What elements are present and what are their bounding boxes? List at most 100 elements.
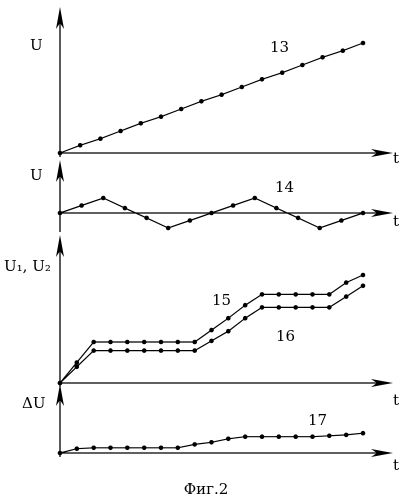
curve-point	[58, 451, 63, 456]
curve-point	[91, 348, 96, 353]
curve-point	[142, 446, 147, 451]
curve-point	[176, 340, 181, 345]
curve-point	[317, 226, 322, 231]
x-axis-label: t	[393, 212, 399, 230]
curve-point	[75, 360, 80, 365]
curve-point	[192, 348, 197, 353]
curve-point	[320, 55, 325, 60]
curve-point	[361, 284, 366, 289]
curve-point	[243, 303, 248, 308]
curve-point	[176, 446, 181, 451]
curve-point	[108, 446, 113, 451]
curve-point	[253, 196, 258, 201]
curve-point	[243, 316, 248, 321]
curve-line	[60, 43, 363, 153]
curve-point	[260, 434, 265, 439]
curve-point	[361, 273, 366, 278]
panel-2: Ut 14	[30, 160, 399, 232]
y-axis-label: ΔU	[22, 394, 45, 412]
curve-point	[344, 280, 349, 285]
curve-point	[361, 431, 366, 436]
curve-point	[209, 339, 214, 344]
curve-point	[192, 340, 197, 345]
x-axis-label: t	[393, 456, 399, 474]
curve-label-16: 16	[276, 327, 295, 345]
curve-point	[58, 211, 63, 216]
curve-point	[219, 92, 224, 97]
curve-point	[199, 99, 204, 104]
curve-point	[240, 85, 245, 90]
curve-point	[280, 70, 285, 75]
curve-point	[159, 114, 164, 119]
curve-point	[75, 446, 80, 451]
curve-point	[293, 292, 298, 297]
curve-point	[159, 446, 164, 451]
curve-point	[142, 348, 147, 353]
curve-point	[188, 218, 193, 223]
curve-point	[125, 446, 130, 451]
curve-point	[166, 226, 171, 231]
x-axis-label: t	[393, 391, 399, 409]
curve-point	[209, 328, 214, 333]
curve-point	[209, 440, 214, 445]
curve-point	[179, 107, 184, 112]
curve-point	[277, 305, 282, 310]
curve-13: 13	[58, 38, 366, 155]
curve-point	[139, 121, 144, 126]
curve-point	[176, 348, 181, 353]
curve-point	[260, 292, 265, 297]
curve-point	[226, 437, 231, 442]
curve-point	[344, 433, 349, 438]
curve-point	[118, 129, 123, 134]
curve-point	[361, 211, 366, 216]
curve-point	[226, 316, 231, 321]
curve-point	[293, 434, 298, 439]
curve-14: 14	[58, 178, 366, 230]
panel-1: Ut13	[30, 7, 399, 167]
curve-point	[293, 305, 298, 310]
curve-label-14: 14	[275, 178, 294, 196]
curve-point	[123, 206, 128, 211]
curve-point	[277, 434, 282, 439]
curve-17: 17	[58, 411, 366, 455]
curve-point	[78, 143, 83, 148]
curve-15: 15	[58, 273, 366, 386]
curve-point	[98, 136, 103, 141]
curve-point	[260, 305, 265, 310]
panel-4: ΔU t 17	[22, 384, 399, 474]
curve-point	[75, 365, 80, 370]
curve-label-17: 17	[308, 411, 327, 429]
curve-point	[327, 434, 332, 439]
curve-point	[101, 196, 106, 201]
y-axis-label: U	[30, 166, 43, 184]
curve-point	[58, 151, 63, 156]
curve-point	[226, 329, 231, 334]
curve-point	[231, 203, 236, 208]
curve-point	[159, 340, 164, 345]
curve-point	[125, 340, 130, 345]
curve-point	[108, 340, 113, 345]
curve-point	[339, 218, 344, 223]
curve-point	[125, 348, 130, 353]
curve-point	[327, 305, 332, 310]
curve-point	[274, 206, 279, 211]
curve-point	[361, 41, 366, 46]
curve-point	[344, 294, 349, 299]
curve-label-13: 13	[270, 38, 289, 56]
curve-point	[296, 216, 301, 221]
curve-point	[327, 292, 332, 297]
panels-layer: Ut13Ut14U₁, U₂t1516ΔUt17	[4, 7, 399, 474]
panel-3: U₁, U₂t1516	[4, 235, 399, 409]
x-axis-label: t	[393, 149, 399, 167]
curve-label-15: 15	[212, 291, 231, 309]
figure-caption: Фиг.2	[184, 480, 229, 498]
curve-point	[300, 63, 305, 68]
curve-point	[260, 77, 265, 82]
curve-point	[108, 348, 113, 353]
curve-point	[209, 211, 214, 216]
curve-point	[192, 442, 197, 447]
curve-point	[310, 305, 315, 310]
curve-point	[142, 340, 147, 345]
curve-point	[277, 292, 282, 297]
